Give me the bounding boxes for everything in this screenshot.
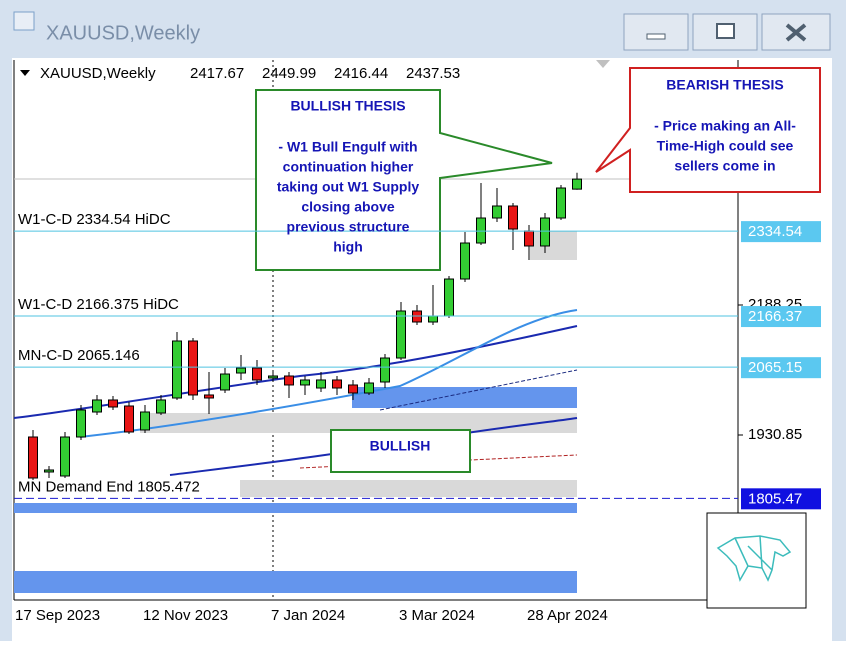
moving-average — [379, 369, 578, 411]
candle-body — [572, 178, 582, 190]
x-tick-label: 28 Apr 2024 — [527, 607, 608, 624]
annotation-title: BULLISH THESIS — [290, 98, 405, 114]
y-tick-label: 1930.85 — [748, 426, 802, 443]
candle-body — [556, 187, 566, 219]
candle-body — [60, 436, 70, 477]
candle-body — [316, 379, 326, 389]
candle-body — [524, 230, 534, 247]
demand-zone — [140, 413, 577, 433]
level-label: MN-C-D 2065.146 — [18, 347, 140, 364]
candle-body — [476, 217, 486, 244]
annotation-title: BEARISH THESIS — [666, 77, 783, 93]
price-tag — [741, 306, 821, 328]
annotation-line: high — [333, 239, 363, 255]
candle-body — [44, 469, 54, 473]
candle-body — [188, 340, 198, 396]
candle-body — [108, 399, 118, 408]
x-tick-label: 12 Nov 2023 — [143, 607, 228, 624]
candle-body — [172, 340, 182, 399]
window-icon — [13, 11, 35, 31]
candle-body — [268, 375, 278, 379]
price-tag-label: 2166.37 — [748, 308, 802, 325]
open-label: 2417.67 — [190, 65, 244, 82]
candle-body — [492, 205, 502, 219]
window-title: XAUUSD,Weekly — [46, 22, 200, 44]
candle-body — [444, 278, 454, 317]
annotation-line: taking out W1 Supply — [277, 179, 420, 195]
candle-body — [28, 436, 38, 479]
price-tag — [741, 357, 821, 379]
high-label: 2449.99 — [262, 65, 316, 82]
level-label: W1-C-D 2334.54 HiDC — [18, 211, 171, 228]
level-label: W1-C-D 2166.375 HiDC — [18, 296, 179, 313]
moving-average — [79, 309, 578, 438]
candle-body — [236, 367, 246, 374]
moving-average — [13, 325, 578, 419]
bear-logo — [716, 535, 792, 582]
level-label: MN Demand End 1805.472 — [18, 478, 200, 495]
x-tick-label: 17 Sep 2023 — [15, 607, 100, 624]
candle-body — [380, 357, 390, 383]
candle-body — [348, 384, 358, 394]
candle-body — [204, 394, 214, 399]
candle-body — [332, 379, 342, 389]
price-tag-label: 2065.15 — [748, 359, 802, 376]
candle-body — [156, 399, 166, 414]
x-tick-label: 3 Mar 2024 — [399, 607, 475, 624]
candle-body — [76, 409, 86, 438]
close-label: 2437.53 — [406, 65, 460, 82]
supply-zone — [530, 231, 577, 260]
candle-body — [92, 399, 102, 413]
bearish-thesis-callout — [595, 67, 821, 193]
maximize-icon — [716, 23, 735, 39]
candle-body — [396, 310, 406, 359]
price-tag-label: 1805.47 — [748, 490, 802, 507]
bullish-callout — [330, 429, 471, 473]
candle-body — [284, 375, 294, 386]
price-tag-label: 2334.54 — [748, 223, 802, 240]
annotation-line: sellers come in — [674, 158, 775, 174]
demand-zone — [14, 503, 577, 513]
logo-box — [706, 512, 807, 609]
price-tag — [741, 488, 821, 510]
annotation-line: Time-High could see — [657, 138, 794, 154]
annotation-line: - W1 Bull Engulf with — [278, 139, 417, 155]
close-icon — [785, 23, 807, 42]
minimize-button[interactable] — [623, 13, 689, 51]
candle-body — [220, 373, 230, 391]
annotation-line: continuation higher — [283, 159, 414, 175]
header-arrow — [20, 70, 30, 76]
candle-body — [124, 405, 134, 433]
candle-body — [540, 217, 550, 247]
demand-zone — [352, 387, 577, 408]
annotation-line: - Price making an All- — [654, 118, 796, 134]
candle-body — [252, 367, 262, 381]
annotation-line: closing above — [301, 199, 395, 215]
candle-body — [508, 205, 518, 230]
candle-body — [428, 315, 438, 323]
candle-body — [140, 411, 150, 431]
bullish-thesis-callout — [255, 89, 553, 271]
demand-zone — [14, 571, 577, 593]
low-label: 2416.44 — [334, 65, 388, 82]
x-tick-label: 7 Jan 2024 — [271, 607, 345, 624]
minimize-icon — [646, 33, 666, 40]
shift-marker — [596, 60, 610, 68]
candle-body — [460, 242, 470, 280]
annotation-title: BULLISH — [370, 438, 431, 454]
annotation-line: previous structure — [287, 219, 410, 235]
candle-body — [364, 382, 374, 394]
symbol-label: XAUUSD,Weekly — [40, 65, 156, 82]
demand-zone — [240, 480, 577, 497]
price-tag — [741, 221, 821, 243]
candle-body — [300, 379, 310, 386]
